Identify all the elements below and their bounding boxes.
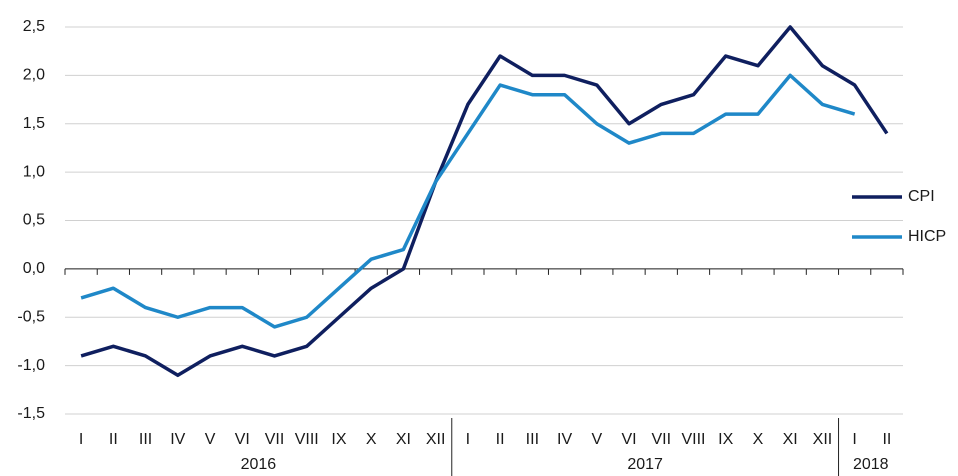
- x-tick-label: I: [852, 431, 856, 448]
- x-group-label: 2017: [627, 456, 663, 473]
- x-tick-label: III: [526, 431, 539, 448]
- x-tick-label: XI: [396, 431, 411, 448]
- x-tick-label: I: [79, 431, 83, 448]
- x-group-label: 2016: [241, 456, 277, 473]
- y-tick-label: -1,5: [17, 405, 45, 422]
- x-tick-label: XII: [426, 431, 446, 448]
- x-tick-label: II: [496, 431, 505, 448]
- x-tick-label: X: [366, 431, 377, 448]
- x-tick-label: VIII: [295, 431, 319, 448]
- x-tick-label: I: [466, 431, 470, 448]
- y-tick-label: 1,5: [23, 115, 45, 132]
- legend-label: CPI: [908, 188, 935, 205]
- x-tick-label: II: [109, 431, 118, 448]
- y-tick-label: 2,5: [23, 18, 45, 35]
- legend-label: HICP: [908, 228, 946, 245]
- x-tick-label: VI: [621, 431, 636, 448]
- y-tick-label: 1,0: [23, 163, 45, 180]
- y-tick-label: -1,0: [17, 357, 45, 374]
- x-tick-label: XII: [813, 431, 833, 448]
- x-tick-label: II: [882, 431, 891, 448]
- y-tick-label: 0,5: [23, 212, 45, 229]
- x-tick-label: VI: [235, 431, 250, 448]
- data-line: [80, 25, 889, 378]
- y-tick-label: 2,0: [23, 67, 45, 84]
- data-line: [80, 73, 856, 329]
- x-tick-label: III: [139, 431, 152, 448]
- x-tick-label: VII: [265, 431, 285, 448]
- y-tick-label: -0,5: [17, 308, 45, 325]
- x-tick-label: IX: [718, 431, 733, 448]
- x-tick-label: V: [205, 431, 216, 448]
- x-tick-label: IV: [557, 431, 572, 448]
- x-tick-label: XI: [783, 431, 798, 448]
- x-tick-label: IX: [331, 431, 346, 448]
- x-tick-label: V: [591, 431, 602, 448]
- y-tick-label: 0,0: [23, 260, 45, 277]
- x-tick-label: IV: [170, 431, 185, 448]
- x-tick-label: VIII: [681, 431, 705, 448]
- x-group-label: 2018: [853, 456, 889, 473]
- x-tick-label: VII: [651, 431, 671, 448]
- x-tick-label: X: [753, 431, 764, 448]
